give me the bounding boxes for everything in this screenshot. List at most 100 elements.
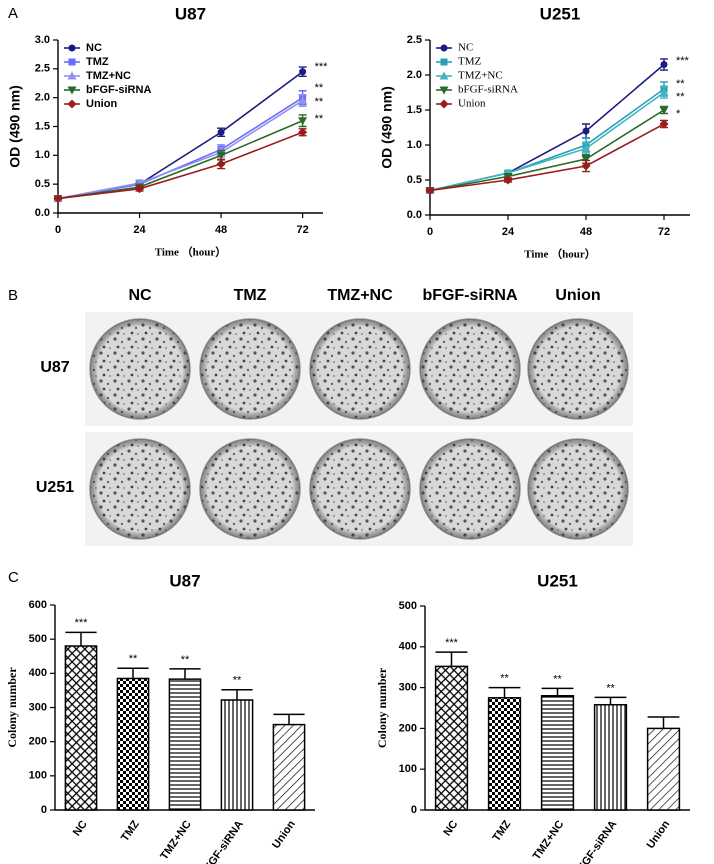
data-point [582,127,590,135]
data-point [659,88,669,96]
plate-rim [200,439,300,539]
x-tick-label: bFGF-siRNA [199,818,246,864]
plate-rim [420,439,520,539]
y-tick-label: 0 [41,804,47,816]
plate-rim [310,319,410,419]
x-tick-label: bFGF-siRNA [572,818,619,864]
y-tick-label: 400 [29,667,47,679]
error-bar [169,668,201,680]
row-label: U87 [40,359,69,376]
bar [116,677,150,811]
significance-label: *** [676,55,690,67]
legend-label: bFGF-siRNA [458,84,518,96]
data-point [581,144,591,152]
y-tick-label: 1.5 [407,104,422,116]
column-header: TMZ [234,287,267,304]
chart-title: U87 [169,571,200,590]
y-axis-label: Colony number [5,667,19,748]
legend-label: TMZ [458,56,482,68]
panel-label: B [8,287,18,304]
legend-marker [67,86,77,95]
legend-marker [68,44,76,52]
column-header: bFGF-siRNA [422,287,518,304]
column-header: Union [555,287,600,304]
x-tick-label: NC [441,818,460,838]
chart-title: U251 [537,571,578,590]
row-label: U251 [36,479,74,496]
panel-label: C [8,569,19,586]
legend-label: TMZ+NC [458,70,503,82]
x-tick-label: 24 [133,224,146,236]
significance-label: ** [676,78,685,90]
error-bar [488,686,521,698]
y-tick-label: 300 [29,701,47,713]
plate-rim [528,319,628,419]
series-line [429,123,665,192]
significance-label: ** [129,653,138,665]
significance-label: ** [181,654,190,666]
y-tick-label: 0.5 [407,174,422,186]
y-tick-label: 500 [399,600,417,612]
plate-rim [90,319,190,419]
data-point [425,186,435,195]
plate-rim [420,319,520,419]
column-header: NC [128,287,152,304]
plate-rim [528,439,628,539]
data-point [659,106,669,115]
bar [168,678,202,811]
x-axis-label: Time （hour） [155,246,227,259]
y-axis-label: OD (490 nm) [7,85,23,167]
x-tick-label: TMZ [491,818,514,844]
legend-label: NC [86,42,102,54]
data-point [216,159,226,169]
y-tick-label: 100 [29,770,47,782]
significance-label: *** [315,61,329,73]
plate-rim [90,439,190,539]
significance-label: ** [315,113,324,125]
series-line [57,96,304,200]
x-tick-label: 0 [55,224,61,236]
series-line [57,99,304,200]
bar [434,665,469,811]
chart-title: U251 [540,4,581,23]
y-tick-label: 1.0 [407,139,422,151]
y-tick-label: 2.0 [35,92,50,104]
y-tick-label: 400 [399,641,417,653]
data-point [298,96,308,105]
data-point [581,161,591,171]
significance-label: ** [676,91,685,103]
bar [593,703,628,811]
significance-label: ** [553,673,562,685]
bar [540,695,575,811]
data-point [216,151,226,160]
legend-marker [439,86,449,95]
data-point [53,194,63,204]
y-tick-label: 1.5 [35,120,50,132]
x-tick-label: 48 [215,224,227,236]
data-point [298,127,308,137]
x-tick-label: 72 [658,226,670,238]
legend-marker [67,71,77,80]
significance-label: *** [75,617,89,629]
error-bar [221,688,253,700]
x-tick-label: NC [71,818,90,838]
x-axis-label: Time （hour） [524,248,596,261]
y-tick-label: 2.5 [35,63,50,75]
x-tick-label: Union [270,818,298,851]
legend-marker [439,99,449,109]
y-tick-label: 0.5 [35,178,50,190]
data-point [299,68,307,76]
legend-marker [439,71,449,80]
error-bar [65,631,97,646]
x-tick-label: TMZ [119,818,142,844]
data-point [135,184,145,194]
series-line [57,131,303,200]
y-tick-label: 1.0 [35,149,50,161]
bar [487,697,522,811]
error-bar [435,651,468,667]
y-tick-label: 600 [29,599,47,611]
error-bar [647,716,680,729]
x-tick-label: 48 [580,226,592,238]
x-tick-label: TMZ+NC [531,818,567,862]
